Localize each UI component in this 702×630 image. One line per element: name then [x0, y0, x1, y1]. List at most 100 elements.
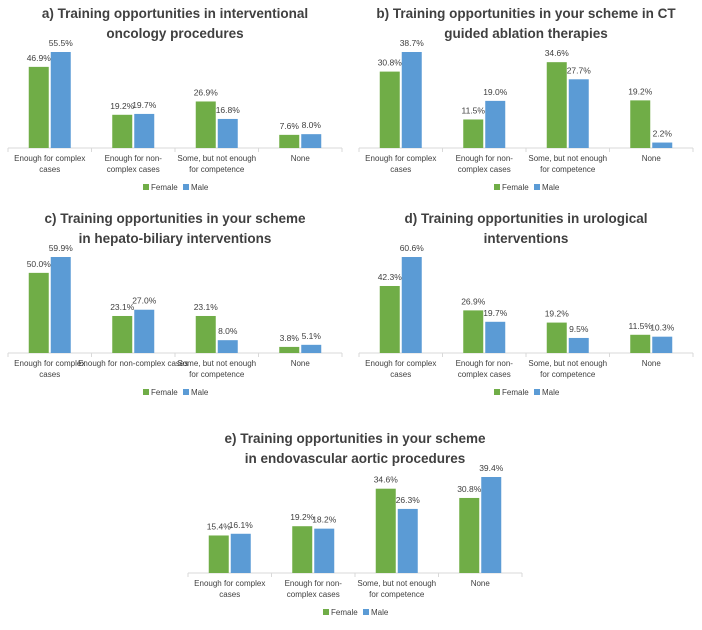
- bar-female: [379, 285, 400, 353]
- data-label: 26.3%: [396, 495, 421, 505]
- chart-svg: d) Training opportunities in urological i…: [358, 211, 694, 397]
- data-label: 11.5%: [629, 321, 653, 331]
- data-label: 30.8%: [457, 484, 482, 494]
- bar-male: [50, 52, 71, 148]
- category-label: complex cases: [458, 165, 511, 174]
- bar-male: [568, 79, 589, 148]
- legend-swatch-female: [143, 389, 149, 395]
- chart-title: b) Training opportunities in your scheme…: [376, 6, 676, 21]
- bar-female: [546, 322, 567, 353]
- data-label: 46.9%: [27, 53, 52, 63]
- category-label: complex cases: [287, 590, 340, 599]
- category-label: Some, but not enough: [177, 154, 256, 163]
- bar-female: [630, 100, 651, 148]
- data-label: 60.6%: [400, 243, 425, 253]
- bar-female: [279, 134, 300, 148]
- category-label: cases: [390, 370, 411, 379]
- chart-svg: e) Training opportunities in your scheme…: [187, 431, 523, 617]
- legend-swatch-male: [183, 184, 189, 190]
- data-label: 19.2%: [110, 101, 135, 111]
- category-label: Enough for complex: [365, 154, 436, 163]
- legend-label-female: Female: [151, 388, 178, 397]
- legend-swatch-female: [494, 389, 500, 395]
- category-label: None: [642, 359, 662, 368]
- bar-female: [463, 310, 484, 353]
- data-label: 26.9%: [194, 87, 219, 97]
- chart-title: e) Training opportunities in your scheme: [224, 431, 486, 446]
- chart-title: a) Training opportunities in interventio…: [42, 6, 308, 21]
- bar-male: [652, 142, 673, 148]
- chart-e: e) Training opportunities in your scheme…: [180, 425, 530, 630]
- bar-male: [568, 337, 589, 353]
- bar-female: [195, 315, 216, 353]
- category-label: Some, but not enough: [528, 359, 607, 368]
- data-label: 34.6%: [545, 48, 570, 58]
- data-label: 5.1%: [302, 331, 322, 341]
- data-label: 19.0%: [483, 87, 508, 97]
- legend-label-male: Male: [191, 183, 209, 192]
- chart-title: d) Training opportunities in urological: [405, 211, 648, 226]
- chart-svg: b) Training opportunities in your scheme…: [358, 6, 694, 192]
- category-label: Some, but not enough: [528, 154, 607, 163]
- data-label: 18.2%: [312, 515, 337, 525]
- legend-label-female: Female: [331, 608, 358, 617]
- legend-label-male: Male: [371, 608, 389, 617]
- category-label: None: [471, 579, 491, 588]
- legend-label-male: Male: [191, 388, 209, 397]
- legend-swatch-female: [494, 184, 500, 190]
- bar-male: [652, 336, 673, 353]
- data-label: 42.3%: [378, 272, 403, 282]
- data-label: 19.7%: [483, 308, 508, 318]
- data-label: 30.8%: [378, 58, 403, 68]
- bar-male: [401, 257, 422, 353]
- data-label: 50.0%: [27, 259, 52, 269]
- category-label: for competence: [189, 370, 245, 379]
- bar-female: [195, 101, 216, 148]
- legend-swatch-male: [363, 609, 369, 615]
- bar-male: [485, 100, 506, 148]
- legend-label-female: Female: [151, 183, 178, 192]
- chart-c: c) Training opportunities in your scheme…: [0, 205, 350, 410]
- bar-female: [379, 71, 400, 148]
- category-label: for competence: [189, 165, 245, 174]
- legend-label-male: Male: [542, 183, 560, 192]
- category-label: Enough for non-: [456, 154, 514, 163]
- data-label: 55.5%: [49, 38, 74, 48]
- data-label: 34.6%: [374, 475, 399, 485]
- legend-label-male: Male: [542, 388, 560, 397]
- chart-title: in endovascular aortic procedures: [245, 451, 466, 466]
- legend-swatch-male: [183, 389, 189, 395]
- chart-svg: a) Training opportunities in interventio…: [7, 6, 343, 192]
- category-label: cases: [39, 370, 60, 379]
- category-label: None: [291, 359, 311, 368]
- data-label: 27.0%: [132, 296, 157, 306]
- bar-female: [459, 497, 480, 573]
- bar-male: [217, 118, 238, 148]
- data-label: 19.2%: [545, 309, 570, 319]
- category-label: Enough for non-: [285, 579, 343, 588]
- data-label: 39.4%: [479, 463, 504, 473]
- bar-female: [546, 62, 567, 148]
- data-label: 26.9%: [461, 296, 486, 306]
- bar-male: [485, 321, 506, 353]
- legend-swatch-female: [323, 609, 329, 615]
- category-label: cases: [39, 165, 60, 174]
- data-label: 27.7%: [567, 65, 592, 75]
- category-label: for competence: [369, 590, 425, 599]
- legend-swatch-female: [143, 184, 149, 190]
- data-label: 16.8%: [216, 105, 241, 115]
- category-label: Some, but not enough: [357, 579, 436, 588]
- data-label: 7.6%: [280, 121, 300, 131]
- category-label: for competence: [540, 165, 596, 174]
- category-label: Enough for non-: [105, 154, 163, 163]
- bar-female: [28, 66, 49, 148]
- legend-label-female: Female: [502, 183, 529, 192]
- category-label: None: [642, 154, 662, 163]
- data-label: 16.1%: [229, 520, 254, 530]
- category-label: None: [291, 154, 311, 163]
- category-label: Enough for complex: [14, 359, 85, 368]
- data-label: 8.0%: [218, 326, 238, 336]
- bar-female: [112, 114, 133, 148]
- bar-male: [481, 477, 502, 573]
- data-label: 3.8%: [280, 333, 300, 343]
